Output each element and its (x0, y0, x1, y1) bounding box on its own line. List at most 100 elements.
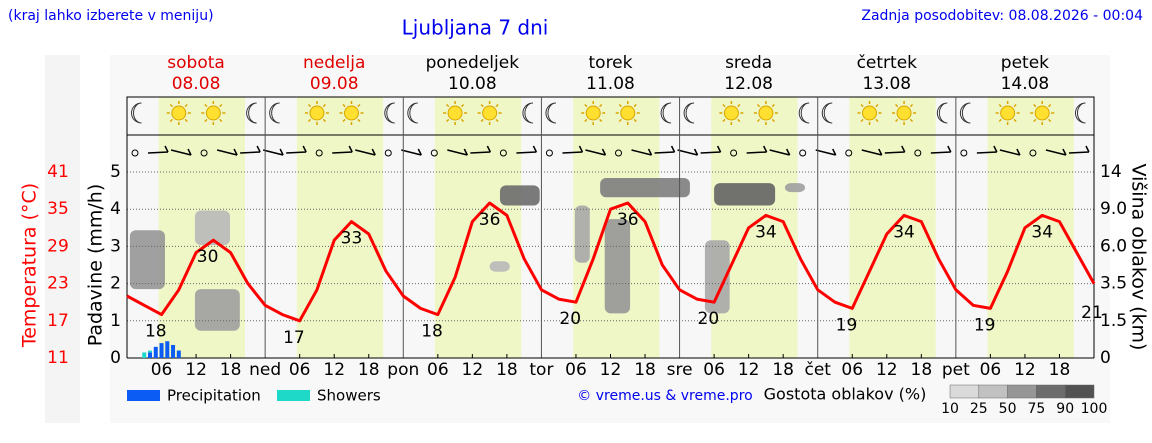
density-swatch (1036, 384, 1066, 399)
cloud-patch (600, 177, 690, 198)
wind-barb (631, 148, 653, 156)
temp-label: 18 (421, 322, 443, 342)
sun-ray (895, 118, 899, 123)
y2-tick-label: 9.0 (1100, 199, 1127, 219)
moon-icon (798, 102, 810, 124)
sun-ray (446, 118, 450, 123)
sun-ray (1048, 118, 1052, 123)
x-tick-label: 18 (634, 360, 656, 380)
sun-ray (219, 103, 223, 108)
sun-ray (342, 118, 346, 123)
wind-barb (861, 148, 883, 156)
temp-label: 21 (1081, 303, 1103, 323)
x-tick-label: 06 (151, 360, 173, 380)
temp-label: 34 (893, 222, 915, 242)
cloud-patch (784, 183, 806, 193)
y-tick-label: 1 (110, 311, 121, 331)
cloud-patch (499, 185, 540, 206)
sun-ray (584, 103, 588, 108)
y2-tick-label: 14 (1100, 162, 1122, 182)
wind-barb (240, 145, 261, 154)
temp-tick-label: 41 (47, 162, 69, 182)
wind-barb (562, 145, 584, 154)
wind-barb (585, 148, 607, 156)
note: (kraj lahko izberete v meniju) (8, 8, 214, 24)
wind-barb (216, 148, 238, 156)
sun-ray (307, 103, 312, 108)
x-tick-label: 12 (1014, 360, 1036, 380)
day-name: petek (1001, 53, 1049, 73)
density-tick-label: 10 (941, 401, 959, 417)
sun-ray (446, 103, 450, 108)
sun-ray (480, 103, 484, 108)
day-date: 14.08 (1001, 74, 1050, 94)
legend-swatch (277, 390, 310, 401)
day-name: ponedeljek (426, 53, 520, 73)
day-name: četrtek (857, 53, 918, 73)
x-tick-label: 18 (358, 360, 380, 380)
sun-ray (1013, 103, 1017, 108)
x-tick-label: sre (667, 360, 693, 380)
precip-bar (159, 343, 164, 358)
day-date: 08.08 (172, 74, 221, 94)
precip-bar (148, 350, 153, 353)
sun-ray (737, 103, 741, 108)
y2-tick-label: 1.5 (1100, 311, 1127, 331)
cloud-patch (194, 210, 231, 246)
temp-label: 33 (341, 229, 363, 249)
wind-calm (730, 149, 738, 157)
x-tick-label: tor (529, 360, 553, 380)
moon-icon (936, 102, 948, 124)
y-tick-label: 5 (110, 162, 121, 182)
cloud-patch (129, 230, 165, 290)
wind-calm (960, 149, 968, 157)
precip-bar (171, 344, 176, 358)
sun-ray (169, 118, 173, 123)
wind-calm (384, 149, 392, 157)
x-tick-label: 06 (289, 360, 311, 380)
temp-tick-label: 29 (47, 236, 69, 256)
temperature-line (126, 201, 1096, 323)
wind-barb (170, 148, 192, 156)
temp-label: 17 (283, 328, 305, 348)
credit: © vreme.us & vreme.pro (577, 388, 752, 404)
x-tick-label: pon (387, 360, 419, 380)
wind-calm (845, 149, 853, 157)
wind-barb (262, 148, 284, 156)
sun-ray (875, 118, 879, 123)
x-tick-label: čet (804, 360, 831, 380)
wind-calm (200, 149, 208, 157)
x-tick-label: 06 (841, 360, 863, 380)
sun-icon (447, 105, 463, 121)
y2-tick-label: 6.0 (1100, 236, 1127, 256)
wind-calm (315, 149, 323, 157)
wind-barb (470, 145, 492, 154)
sun-ray (357, 118, 361, 123)
density-swatch (949, 384, 980, 399)
sun-ray (756, 118, 761, 123)
left-panel (45, 55, 80, 423)
sun-ray (1033, 103, 1037, 108)
y-tick-label: 3 (110, 236, 121, 256)
precip-axis-title: Padavine (mm/h) (85, 184, 107, 347)
wind-barb (976, 145, 998, 154)
temp-tick-label: 23 (47, 274, 69, 294)
y-tick-label: 4 (110, 199, 121, 219)
day-name: sobota (167, 53, 225, 73)
day-date: 10.08 (448, 74, 497, 94)
sun-icon (1034, 105, 1050, 121)
cloud-patch (194, 289, 240, 331)
wind-barb (884, 145, 906, 154)
cloud-patch (489, 261, 510, 272)
sun-ray (860, 118, 864, 123)
day-date: 09.08 (310, 74, 359, 94)
sun-icon (620, 105, 636, 121)
cloud-patch (574, 205, 590, 263)
sun-ray (322, 103, 326, 108)
temp-label: 19 (836, 315, 858, 335)
sun-icon (896, 105, 912, 121)
sun-ray (184, 118, 188, 123)
cloud-patch (704, 240, 730, 314)
x-tick-label: 06 (565, 360, 587, 380)
sun-ray (998, 118, 1002, 123)
